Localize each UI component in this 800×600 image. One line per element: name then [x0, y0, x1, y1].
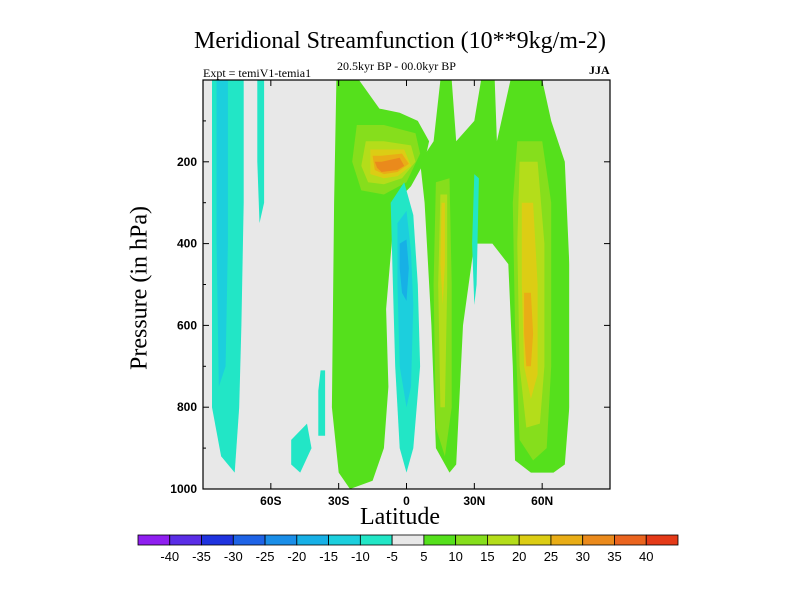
colorbar-label: 5: [420, 549, 427, 564]
colorbar-label: 35: [607, 549, 621, 564]
y-tick-label: 800: [177, 400, 197, 414]
x-tick-label: 60S: [260, 494, 281, 508]
region-nh-positive-20-a: [440, 202, 445, 305]
colorbar-box: [201, 534, 234, 546]
colorbar-box: [391, 534, 425, 546]
colorbar-box: [487, 534, 520, 546]
colorbar-label: -15: [319, 549, 338, 564]
colorbar-box: [232, 534, 266, 546]
region-sh-high-lat-negative-core: [216, 80, 228, 387]
region-tropical-positive-30: [374, 157, 405, 172]
colorbar-box: [359, 534, 393, 546]
colorbar-box: [137, 534, 171, 546]
x-tick-label: 30S: [328, 494, 349, 508]
colorbar-box: [296, 534, 329, 546]
colorbar-box: [423, 534, 457, 546]
colorbar-label: -20: [287, 549, 306, 564]
colorbar-label: -30: [224, 549, 243, 564]
colorbar-label: -10: [351, 549, 370, 564]
colorbar-label: 25: [544, 549, 558, 564]
colorbar-box: [614, 534, 647, 546]
colorbar-label: -40: [160, 549, 179, 564]
colorbar-box: [455, 534, 488, 546]
colorbar-box: [328, 534, 361, 546]
colorbar-label: 10: [448, 549, 462, 564]
colorbar-box: [264, 534, 298, 546]
region-sh-35s-negative-blob: [318, 370, 326, 436]
experiment-label: Expt = temiV1-temia1: [203, 66, 312, 80]
x-tick-label: 30N: [463, 494, 485, 508]
region-nh-positive-25-b: [524, 292, 534, 367]
colorbar: -40 -35 -30 -25 -20 -15 -10 -5 5 10 15 20 25 30 35 40: [137, 534, 679, 564]
colorbar-box: [550, 534, 584, 546]
period-label: 20.5kyr BP - 00.0kyr BP: [337, 59, 456, 73]
colorbar-label: 15: [480, 549, 494, 564]
chart-title: Meridional Streamfunction (10**9kg/m-2): [194, 28, 606, 54]
region-equatorial-negative-15: [399, 239, 409, 301]
y-tick-label: 600: [177, 318, 197, 332]
season-label: JJA: [589, 63, 610, 77]
region-sh-60s-negative-tongue: [257, 80, 265, 224]
colorbar-label: -25: [256, 549, 275, 564]
colorbar-label: 30: [575, 549, 589, 564]
colorbar-label: -35: [192, 549, 211, 564]
y-tick-label: 400: [177, 237, 197, 251]
region-nh-high-lat-white-strip: [569, 182, 574, 449]
colorbar-box: [518, 534, 552, 546]
colorbar-label: 20: [512, 549, 526, 564]
axis-ticks: 60S 30S 0 30N 60N 200 400 600 800 1000: [170, 80, 610, 508]
contour-regions: [212, 80, 574, 489]
region-sh-40s-negative-blob: [291, 423, 312, 473]
colorbar-box: [645, 534, 679, 546]
x-tick-label: 60N: [531, 494, 553, 508]
colorbar-box: [582, 534, 615, 546]
y-tick-label: 1000: [170, 482, 197, 496]
x-tick-label: 0: [403, 494, 410, 508]
colorbar-label: -5: [386, 549, 398, 564]
colorbar-box: [169, 534, 202, 546]
colorbar-label: 40: [639, 549, 653, 564]
region-nh-negative-finger: [472, 174, 479, 305]
x-axis-title: Latitude: [360, 504, 440, 530]
y-tick-label: 200: [177, 155, 197, 169]
